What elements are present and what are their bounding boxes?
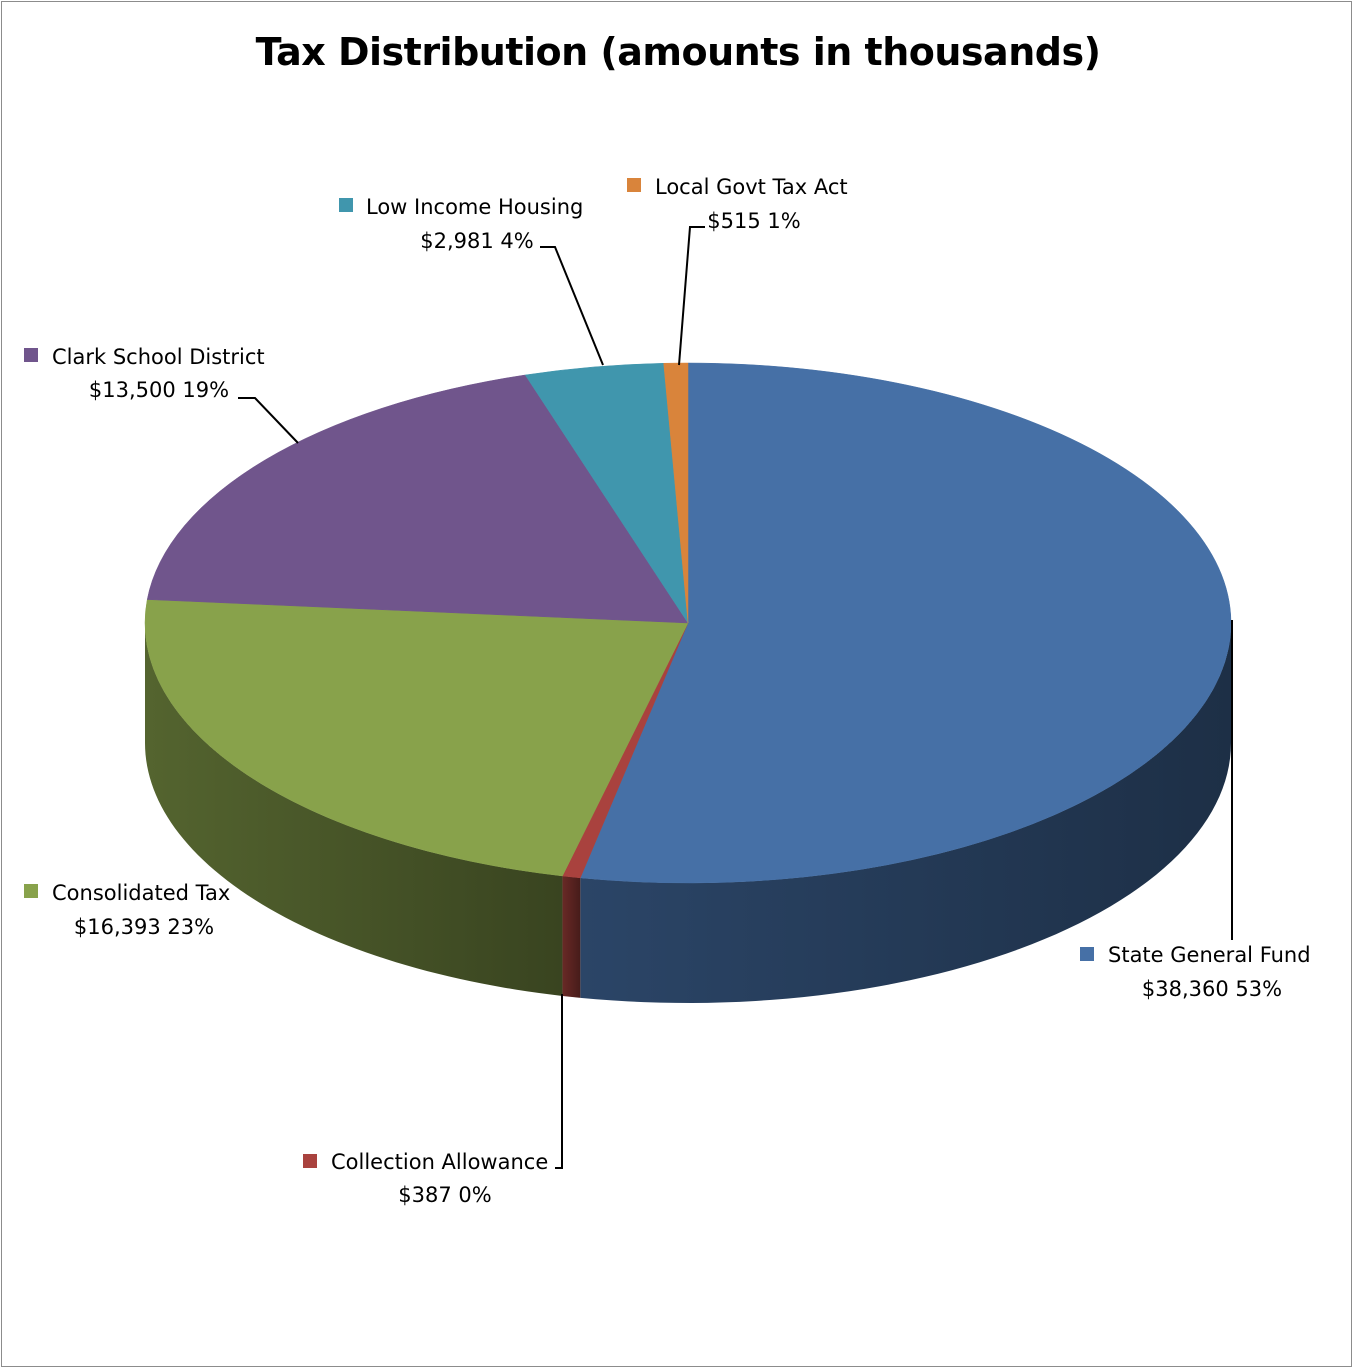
slice-value-label-0: $38,360 53% [1142, 977, 1282, 1001]
legend-key-0 [1080, 947, 1094, 961]
slice-name-label-1: Collection Allowance [331, 1150, 548, 1174]
pie-side-1 [562, 875, 581, 998]
pie-side-2 [145, 623, 563, 996]
slice-name-label-3: Clark School District [52, 345, 265, 369]
pie-slice-2 [144, 599, 689, 877]
leader-lines [238, 226, 1233, 1169]
legend-key-4 [339, 198, 353, 212]
data-labels: State General Fund $38,360 53% Collection … [24, 175, 1311, 1207]
slice-value-label-4: $2,981 4% [420, 229, 533, 253]
pie-side-0 [580, 623, 1231, 1003]
slice-name-label-2: Consolidated Tax [52, 881, 230, 905]
leader-line-1 [555, 994, 563, 1169]
pie-slice-0 [579, 362, 1232, 884]
pie-tops [144, 362, 1232, 884]
leader-line-4 [540, 246, 604, 366]
pie-slice-5 [663, 362, 689, 624]
slice-value-label-1: $387 0% [398, 1183, 491, 1207]
legend-key-3 [24, 348, 38, 362]
pie-sides [145, 623, 1231, 1003]
pie-slice-3 [146, 374, 689, 624]
leader-line-5 [678, 226, 705, 366]
legend-key-2 [24, 884, 38, 898]
legend-key-1 [303, 1154, 317, 1168]
slice-name-label-0: State General Fund [1108, 943, 1311, 967]
legend-key-5 [627, 178, 641, 192]
slice-value-label-5: $515 1% [707, 209, 800, 233]
slice-name-label-4: Low Income Housing [366, 195, 583, 219]
slice-value-label-3: $13,500 19% [89, 378, 229, 402]
slice-value-label-2: $16,393 23% [74, 915, 214, 939]
leader-line-3 [238, 397, 299, 444]
chart-title: Tax Distribution (amounts in thousands) [255, 30, 1101, 74]
slice-name-label-5: Local Govt Tax Act [655, 175, 848, 199]
